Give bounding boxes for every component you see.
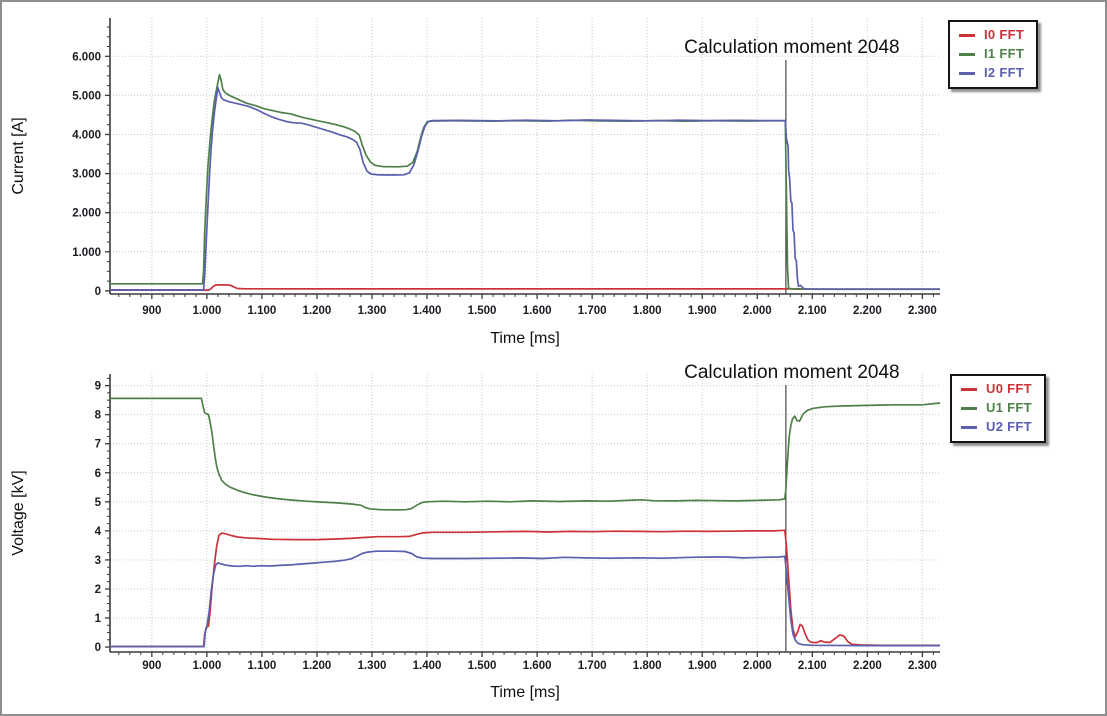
legend-item: U2 FFT [961,419,1032,435]
x-tick-label: 1.300 [358,660,387,672]
series-line-u1-fft [110,397,941,511]
x-tick-label: 1.400 [413,305,442,317]
legend-label: U2 FFT [986,419,1032,434]
x-axis-title: Time [ms] [490,330,560,347]
x-tick-label: 2.000 [743,305,772,317]
current-legend[interactable]: I0 FFT I1 FFT I2 FFT [948,20,1039,89]
annotation-label: Calculation moment 2048 [684,362,899,383]
x-tick-label: 1.300 [358,305,387,317]
x-tick-label: 900 [142,305,161,317]
voltage-chart-canvas: 900 1.000 1.100 1.200 1.300 1.400 1.500 1.600 1.… [10,362,941,701]
x-axis-title: Time [ms] [490,684,560,701]
legend-label: U0 FFT [986,381,1032,396]
x-tick-label: 2.000 [743,660,772,672]
voltage-chart: 900 1.000 1.100 1.200 1.300 1.400 1.500 1.600 1.… [2,352,1105,714]
voltage-legend[interactable]: U0 FFT U1 FFT U2 FFT [950,374,1046,443]
x-tick-label: 2.200 [853,660,882,672]
y-tick-label: 7 [95,439,101,451]
legend-line-sample [961,406,977,410]
series-line-i0-fft [110,283,940,291]
x-tick-label: 2.300 [908,305,937,317]
x-tick-label: 1.700 [578,660,607,672]
y-tick-label: 9 [95,381,101,393]
x-tick-label: 1.200 [303,305,332,317]
legend-item: I0 FFT [959,27,1024,43]
x-tick-label: 2.300 [908,660,937,672]
legend-label: U1 FFT [986,400,1032,415]
y-tick-label: 2 [95,584,101,596]
x-tick-label: 1.100 [248,305,277,317]
legend-label: I0 FFT [984,27,1025,42]
x-tick-label: 2.200 [853,305,882,317]
y-tick-label: 3 [95,555,101,567]
current-chart: 900 1.000 1.100 1.200 1.300 1.400 1.500 1.600 1.… [2,2,1105,352]
x-tick-label: 1.800 [633,660,662,672]
y-tick-label: 0 [95,642,101,654]
x-tick-label: 1.500 [468,660,497,672]
y-tick-label: 8 [95,410,102,422]
y-axis-title: Current [A] [10,117,27,194]
legend-label: I2 FFT [984,65,1025,80]
legend-item: U0 FFT [961,381,1032,397]
x-tick-label: 1.700 [578,305,607,317]
legend-line-sample [961,387,977,391]
x-tick-label: 1.500 [468,305,497,317]
x-tick-label: 1.000 [192,660,221,672]
x-tick-label: 1.800 [633,305,662,317]
x-tick-label: 1.600 [523,660,552,672]
legend-line-sample [961,425,977,429]
x-tick-label: 1.200 [303,660,332,672]
y-tick-label: 0 [95,286,101,298]
y-tick-label: 1 [95,613,102,625]
series-line-i2-fft [110,86,940,291]
annotation-label: Calculation moment 2048 [684,37,899,58]
legend-label: I1 FFT [984,46,1025,61]
x-tick-label: 900 [142,660,161,672]
y-tick-label: 4 [95,526,102,538]
x-tick-label: 2.100 [798,660,827,672]
legend-item: I2 FFT [959,65,1024,81]
y-tick-label: 5 [95,497,102,509]
y-tick-label: 6 [95,468,101,480]
series-line-u0-fft [110,529,940,648]
series-line-i1-fft [110,73,940,290]
y-tick-label: 2.000 [72,208,101,220]
y-tick-label: 5.000 [72,90,101,102]
y-tick-label: 4.000 [72,129,101,141]
x-tick-label: 1.900 [688,660,717,672]
y-tick-label: 1.000 [72,247,101,259]
x-tick-label: 1.400 [413,660,442,672]
y-tick-label: 3.000 [72,169,101,181]
x-tick-label: 1.600 [523,305,552,317]
x-tick-label: 1.900 [688,305,717,317]
y-tick-label: 6.000 [72,51,101,63]
legend-line-sample [959,33,975,37]
legend-line-sample [959,71,975,75]
legend-item: I1 FFT [959,46,1024,62]
current-chart-canvas: 900 1.000 1.100 1.200 1.300 1.400 1.500 1.600 1.… [10,18,940,347]
x-tick-label: 1.100 [248,660,277,672]
y-axis-title: Voltage [kV] [10,470,27,555]
x-tick-label: 2.100 [798,305,827,317]
legend-line-sample [959,52,975,56]
legend-item: U1 FFT [961,400,1032,416]
x-tick-label: 1.000 [192,305,221,317]
series-line-u2-fft [110,550,940,648]
